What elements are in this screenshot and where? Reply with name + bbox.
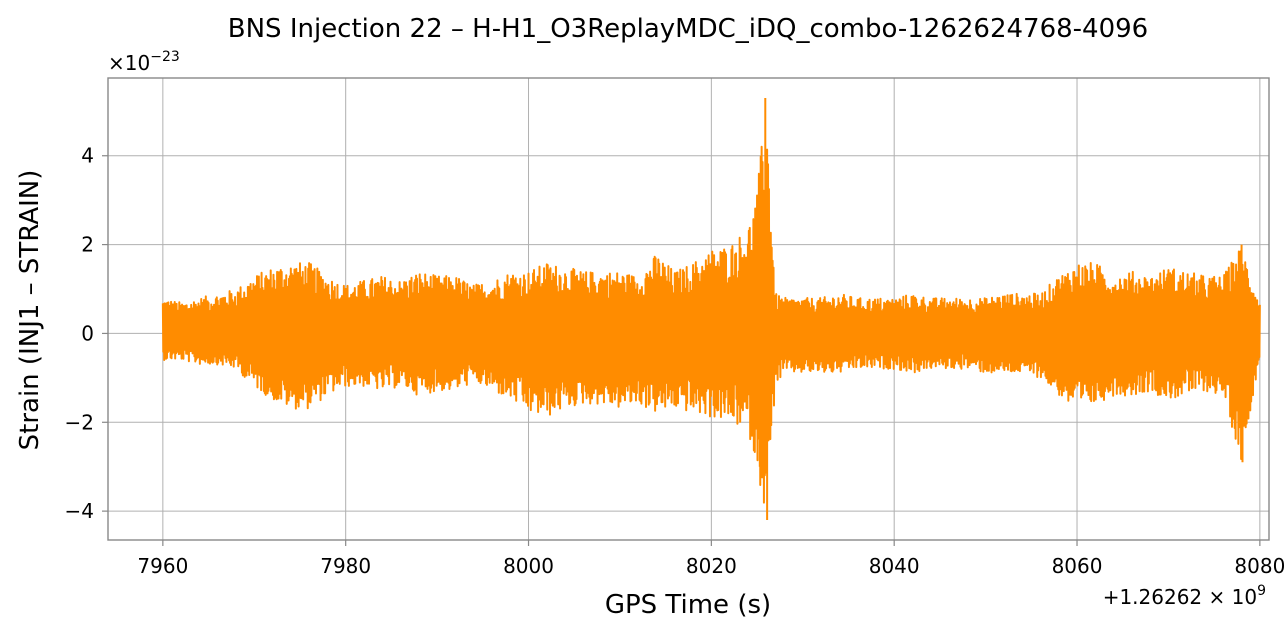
x-tick-label: 8000 [503,554,554,578]
x-tick-label: 7980 [320,554,371,578]
x-tick-label: 8060 [1052,554,1103,578]
x-tick-label: 8040 [869,554,920,578]
y-tick-label: −4 [65,499,94,523]
chart-title: BNS Injection 22 – H-H1_O3ReplayMDC_iDQ_… [228,14,1148,44]
y-tick-label: 2 [81,233,94,257]
x-tick-label: 7960 [137,554,188,578]
plot-frame [107,77,1270,541]
strain-series [161,97,1261,521]
y-tick-label: 4 [81,144,94,168]
x-tick-label: 8080 [1234,554,1284,578]
y-axis-label: Strain (INJ1 – STRAIN) [15,170,45,451]
x-tick-label: 8020 [686,554,737,578]
y-tick-label: 0 [81,321,94,345]
y-scale-factor: ×10−23 [108,49,180,75]
y-tick-label: −2 [65,410,94,434]
axis-ticks: 7960 7980 8000 8020 8040 8060 8080 −4 −2 0 2 4 [65,144,1284,578]
x-offset-factor: +1.26262 × 109 [1103,583,1266,609]
x-axis-label: GPS Time (s) [605,590,771,620]
strain-line [161,97,1261,521]
